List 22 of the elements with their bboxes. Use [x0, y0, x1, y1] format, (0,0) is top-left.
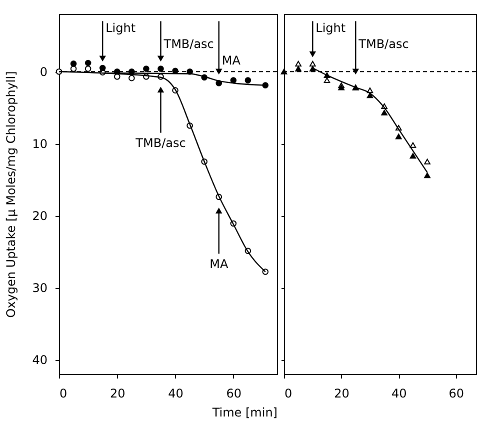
- annotation: Light: [106, 21, 136, 35]
- annotation: TMB/asc: [162, 37, 214, 52]
- y-tick-label: 20: [32, 209, 48, 224]
- annotation: Light: [316, 21, 346, 35]
- y-axis-title: Oxygen Uptake [μ Moles/mg Chlorophyll]: [4, 71, 18, 318]
- x-tick-label: 40: [168, 386, 184, 400]
- x-tick-label: 0: [284, 386, 292, 400]
- annotation: MA: [210, 257, 229, 272]
- x-tick-label: 40: [391, 386, 407, 400]
- x-tick-label: 60: [226, 386, 242, 400]
- y-tick-label: 40: [32, 353, 48, 368]
- annotation: MA: [222, 53, 242, 68]
- y-tick-label: 30: [32, 281, 48, 296]
- y-tick-label: 0: [40, 65, 48, 80]
- x-tick-label: 20: [110, 386, 126, 400]
- x-tick-label: 60: [448, 386, 464, 400]
- annotation: TMB/asc: [358, 37, 409, 52]
- x-tick-label: 20: [334, 386, 350, 400]
- annotation: TMB/asc: [134, 136, 186, 150]
- x-tick-label: 0: [60, 386, 68, 400]
- y-tick-label: 10: [32, 137, 48, 152]
- x-axis-title: Time [min]: [211, 406, 278, 420]
